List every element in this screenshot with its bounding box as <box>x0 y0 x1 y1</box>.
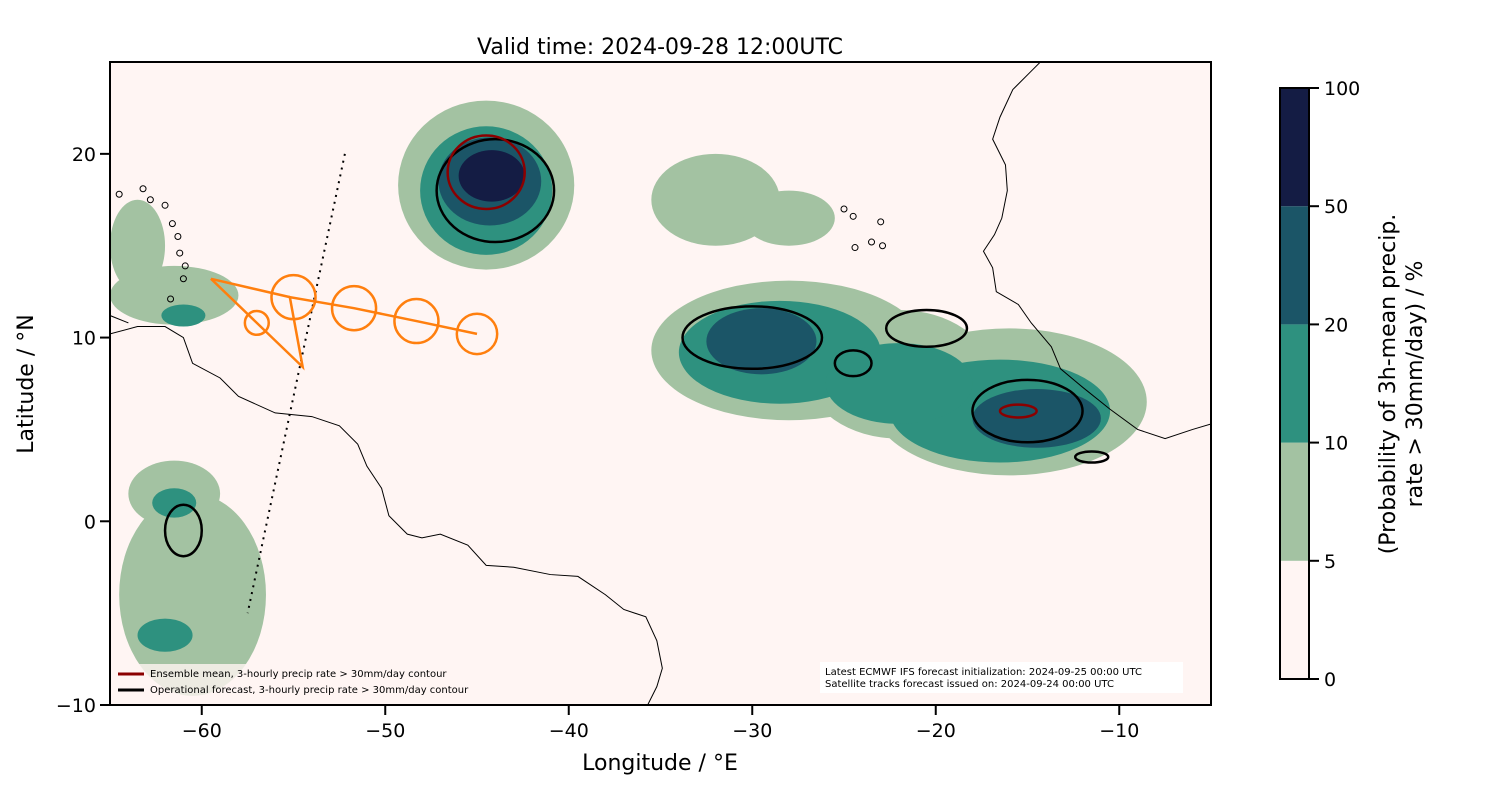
operational-contour <box>163 503 203 558</box>
y-tick-label: −10 <box>56 695 96 717</box>
island <box>161 201 169 209</box>
probability-region <box>706 308 817 375</box>
island <box>168 220 176 228</box>
island <box>868 238 876 246</box>
colorbar-band <box>1280 206 1309 325</box>
island <box>849 212 857 220</box>
legend: Ensemble mean, 3-hourly precip rate > 30… <box>113 664 513 700</box>
storm-position-circle <box>270 273 317 321</box>
colorbar: 0 5 10 20 50 100 <box>1279 78 1360 691</box>
y-tick-label: 10 <box>72 328 96 350</box>
colorbar-frame <box>1279 87 1310 680</box>
y-tick-label: 20 <box>72 144 96 166</box>
colorbar-label-line-1: (Probability of 3h-mean precip. <box>1376 214 1401 555</box>
colorbar-band <box>1280 442 1309 561</box>
x-tick-label: −60 <box>182 720 222 742</box>
island <box>167 295 175 303</box>
tracks <box>210 153 499 614</box>
island <box>174 233 182 241</box>
legend-label-ensemble: Ensemble mean, 3-hourly precip rate > 30… <box>150 669 447 680</box>
colorbar-tick-label: 0 <box>1324 669 1336 691</box>
island <box>176 249 184 257</box>
probability-region <box>152 488 197 518</box>
y-axis-label: Latitude / °N <box>14 314 39 453</box>
x-axis-label: Longitude / °E <box>582 751 738 776</box>
colorbar-tick-label: 5 <box>1324 551 1336 573</box>
satellite-track <box>246 153 346 614</box>
plot-frame <box>109 61 1212 706</box>
island <box>179 275 187 283</box>
y-axis: −10 0 10 20 <box>56 144 110 717</box>
island <box>851 244 859 252</box>
storm-position-circle <box>243 309 270 337</box>
x-tick-label: −40 <box>549 720 589 742</box>
island <box>146 196 154 204</box>
x-tick-label: −10 <box>1099 720 1139 742</box>
operational-contour <box>971 378 1084 444</box>
storm-position-circle <box>455 312 499 356</box>
island <box>840 205 848 213</box>
x-axis: −60 −50 −40 −30 −20 −10 <box>182 705 1139 742</box>
colorbar-tick-label: 20 <box>1324 314 1348 336</box>
legend-box <box>113 664 513 700</box>
annotation-box: Latest ECMWF IFS forecast initialization… <box>820 662 1183 693</box>
storm-track-line <box>210 277 478 371</box>
operational-contour <box>884 308 969 349</box>
probability-region <box>825 343 973 424</box>
probability-region <box>161 304 206 327</box>
colorbar-band <box>1280 560 1309 679</box>
coastline <box>110 326 663 705</box>
island <box>879 242 887 250</box>
operational-contour <box>1073 450 1110 464</box>
probability-region <box>137 618 193 652</box>
probability-region <box>110 199 166 292</box>
island <box>115 190 123 198</box>
x-tick-label: −30 <box>732 720 772 742</box>
colorbar-label-line-2: rate > 30mm/day) / % <box>1403 261 1428 508</box>
operational-contour <box>681 305 824 371</box>
island <box>181 262 189 270</box>
chart-title: Valid time: 2024-09-28 12:00UTC <box>477 35 843 60</box>
island <box>877 218 885 226</box>
ensemble-contour <box>446 134 526 211</box>
y-tick-label: 0 <box>84 511 96 533</box>
x-tick-label: −50 <box>365 720 405 742</box>
annotation-line-1: Latest ECMWF IFS forecast initialization… <box>825 667 1142 678</box>
colorbar-band <box>1280 88 1309 207</box>
operational-contour <box>435 137 556 244</box>
operational-contour <box>833 349 873 378</box>
x-tick-label: −20 <box>916 720 956 742</box>
storm-track-line <box>210 277 291 299</box>
storm-position-circle <box>393 297 440 345</box>
contours <box>163 134 1110 558</box>
probability-region <box>743 190 835 246</box>
colorbar-tick-label: 10 <box>1324 433 1348 455</box>
annotation-line-2: Satellite tracks forecast issued on: 202… <box>825 679 1114 690</box>
annotation-background <box>820 662 1183 693</box>
storm-position-circle <box>330 284 378 332</box>
colorbar-tick-label: 100 <box>1324 78 1360 100</box>
coastlines <box>110 62 1211 705</box>
probability-fills <box>110 100 1147 696</box>
island <box>139 185 147 193</box>
coastline <box>110 315 129 324</box>
coastline <box>982 62 1211 440</box>
legend-label-operational: Operational forecast, 3-hourly precip ra… <box>150 685 469 696</box>
colorbar-band <box>1280 324 1309 443</box>
ensemble-contour <box>998 403 1038 419</box>
colorbar-tick-label: 50 <box>1324 196 1348 218</box>
probability-region <box>458 150 525 202</box>
